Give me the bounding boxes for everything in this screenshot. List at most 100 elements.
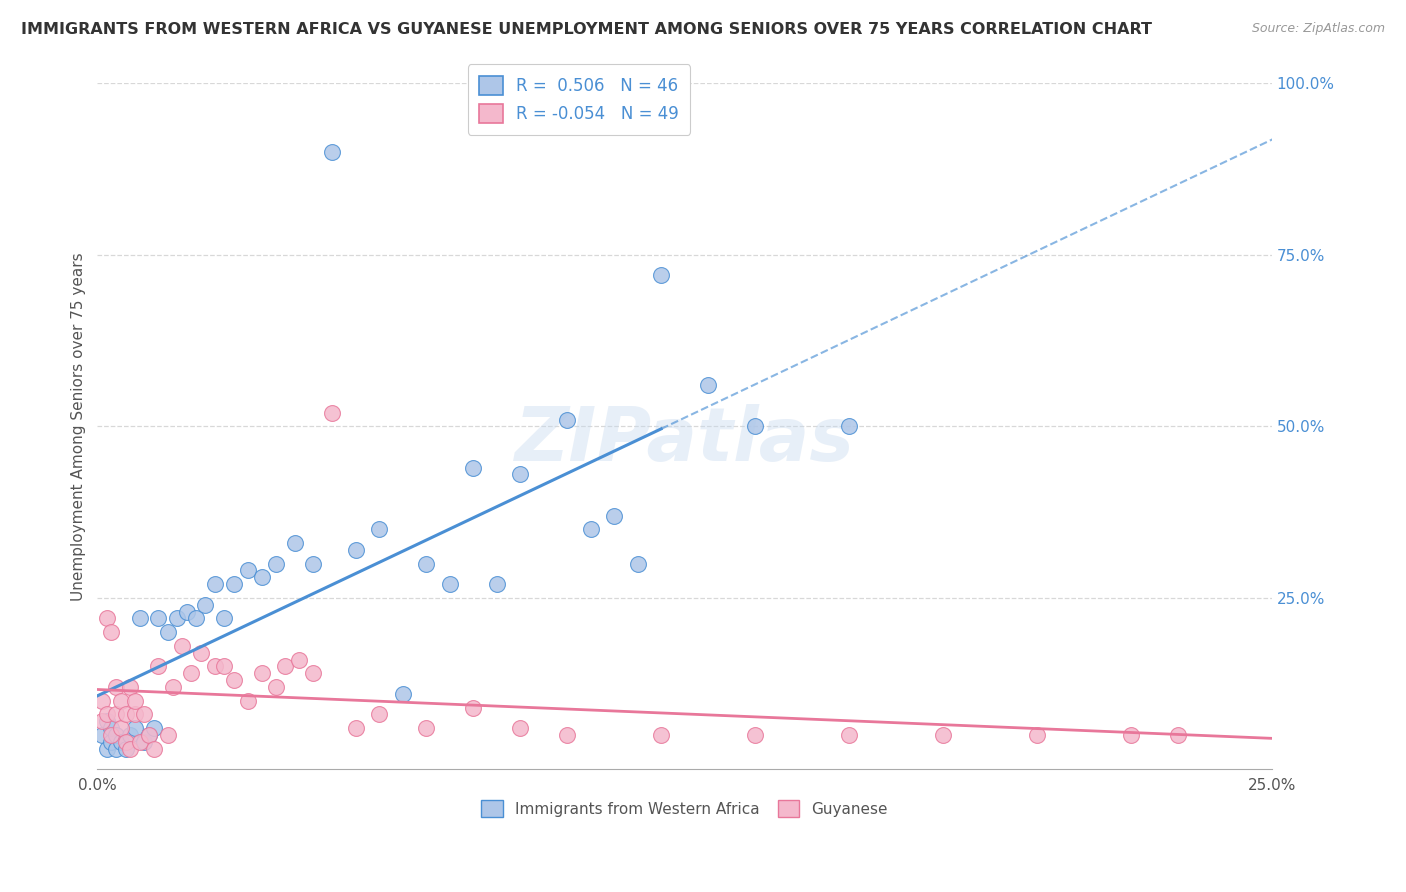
Point <box>463 700 485 714</box>
Point <box>204 577 226 591</box>
Point <box>134 735 156 749</box>
Point <box>128 611 150 625</box>
Point <box>96 741 118 756</box>
Point <box>194 598 217 612</box>
Point <box>368 522 391 536</box>
Point <box>100 735 122 749</box>
Text: ZIPatlas: ZIPatlas <box>515 403 855 476</box>
Point <box>142 741 165 756</box>
Point <box>838 419 860 434</box>
Point <box>156 625 179 640</box>
Point <box>212 611 235 625</box>
Point <box>212 659 235 673</box>
Point <box>264 680 287 694</box>
Point <box>650 728 672 742</box>
Point <box>222 673 245 687</box>
Point <box>138 728 160 742</box>
Point <box>250 666 273 681</box>
Point <box>120 728 142 742</box>
Point <box>124 694 146 708</box>
Point <box>204 659 226 673</box>
Point <box>321 406 343 420</box>
Point <box>344 542 367 557</box>
Point <box>100 625 122 640</box>
Point <box>96 707 118 722</box>
Point <box>148 611 170 625</box>
Point <box>190 646 212 660</box>
Point <box>485 577 508 591</box>
Point <box>744 419 766 434</box>
Point <box>288 652 311 666</box>
Point <box>162 680 184 694</box>
Point <box>110 721 132 735</box>
Point <box>264 557 287 571</box>
Point <box>250 570 273 584</box>
Point <box>128 735 150 749</box>
Point <box>110 735 132 749</box>
Point <box>650 268 672 283</box>
Point <box>105 728 128 742</box>
Text: Source: ZipAtlas.com: Source: ZipAtlas.com <box>1251 22 1385 36</box>
Point <box>110 694 132 708</box>
Point <box>96 714 118 729</box>
Point <box>321 145 343 159</box>
Point <box>222 577 245 591</box>
Point <box>124 707 146 722</box>
Point <box>120 680 142 694</box>
Point <box>105 741 128 756</box>
Point <box>509 467 531 482</box>
Point <box>100 728 122 742</box>
Point <box>463 460 485 475</box>
Point <box>697 378 720 392</box>
Legend: Immigrants from Western Africa, Guyanese: Immigrants from Western Africa, Guyanese <box>475 794 894 823</box>
Point <box>415 721 437 735</box>
Point <box>134 707 156 722</box>
Point <box>105 680 128 694</box>
Point <box>96 611 118 625</box>
Point <box>91 714 114 729</box>
Point <box>838 728 860 742</box>
Point <box>114 741 136 756</box>
Point <box>302 557 325 571</box>
Point <box>368 707 391 722</box>
Point <box>1026 728 1049 742</box>
Point <box>439 577 461 591</box>
Point <box>105 707 128 722</box>
Point <box>184 611 207 625</box>
Y-axis label: Unemployment Among Seniors over 75 years: Unemployment Among Seniors over 75 years <box>72 252 86 600</box>
Point <box>148 659 170 673</box>
Point <box>114 735 136 749</box>
Point <box>344 721 367 735</box>
Point <box>744 728 766 742</box>
Point <box>91 694 114 708</box>
Point <box>932 728 955 742</box>
Point <box>1119 728 1142 742</box>
Point <box>236 694 259 708</box>
Point <box>579 522 602 536</box>
Point <box>555 728 578 742</box>
Point <box>236 563 259 577</box>
Point <box>180 666 202 681</box>
Point <box>627 557 650 571</box>
Point <box>415 557 437 571</box>
Point <box>142 721 165 735</box>
Point <box>170 639 193 653</box>
Text: IMMIGRANTS FROM WESTERN AFRICA VS GUYANESE UNEMPLOYMENT AMONG SENIORS OVER 75 YE: IMMIGRANTS FROM WESTERN AFRICA VS GUYANE… <box>21 22 1152 37</box>
Point <box>274 659 297 673</box>
Point <box>156 728 179 742</box>
Point <box>302 666 325 681</box>
Point <box>114 707 136 722</box>
Point <box>124 721 146 735</box>
Point <box>176 605 198 619</box>
Point <box>120 741 142 756</box>
Point <box>91 728 114 742</box>
Point <box>509 721 531 735</box>
Point <box>166 611 188 625</box>
Point <box>138 728 160 742</box>
Point <box>100 721 122 735</box>
Point <box>1167 728 1189 742</box>
Point <box>284 536 307 550</box>
Point <box>391 687 413 701</box>
Point <box>555 412 578 426</box>
Point <box>603 508 626 523</box>
